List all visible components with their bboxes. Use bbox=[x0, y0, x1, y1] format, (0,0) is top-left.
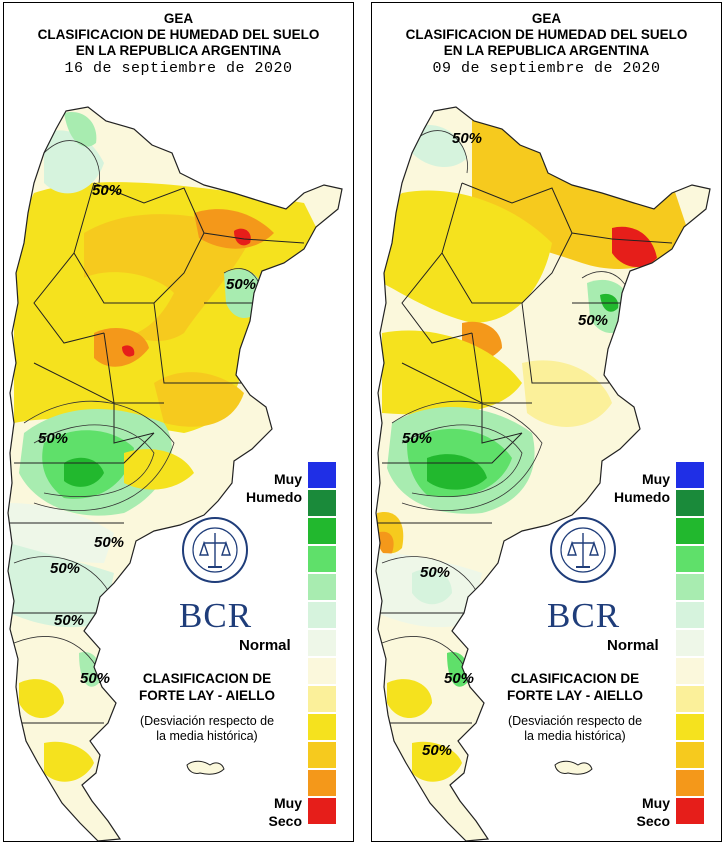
contour-label: 50% bbox=[422, 742, 452, 759]
legend-swatch bbox=[308, 714, 336, 740]
argentina-soil-moisture-map: 50% 50% 50% 50% 50% 50% bbox=[375, 106, 711, 841]
contour-label: 50% bbox=[54, 612, 84, 629]
map-panel-2020-09-16: GEA CLASIFICACION DE HUMEDAD DEL SUELO E… bbox=[3, 2, 354, 842]
legend-swatch bbox=[676, 630, 704, 656]
map-title-org: GEA bbox=[163, 11, 194, 26]
map-subtitle: EN LA REPUBLICA ARGENTINA bbox=[75, 43, 282, 58]
legend-swatch bbox=[676, 490, 704, 516]
classification-title: CLASIFICACION DE bbox=[142, 671, 272, 686]
classification-note: (Desviación respecto de bbox=[139, 714, 275, 728]
classification-note: (Desviación respecto de bbox=[507, 714, 643, 728]
malvinas-islands bbox=[554, 760, 593, 775]
map-title: CLASIFICACION DE HUMEDAD DEL SUELO bbox=[37, 27, 320, 42]
bcr-logo-text: BCR bbox=[547, 596, 621, 635]
contour-label: 50% bbox=[578, 312, 608, 329]
contour-label: 50% bbox=[226, 276, 256, 293]
legend-swatch bbox=[308, 518, 336, 544]
map-title: CLASIFICACION DE HUMEDAD DEL SUELO bbox=[405, 27, 688, 42]
bcr-seal-logo bbox=[548, 515, 618, 590]
map-title-org: GEA bbox=[531, 11, 562, 26]
bcr-seal-logo bbox=[180, 515, 250, 590]
legend-swatch bbox=[308, 574, 336, 600]
contour-label: 50% bbox=[444, 670, 474, 687]
legend-swatch bbox=[676, 798, 704, 824]
classification-note: la media histórica) bbox=[156, 729, 258, 743]
legend-swatch bbox=[308, 546, 336, 572]
legend-swatch bbox=[676, 602, 704, 628]
contour-label: 50% bbox=[94, 534, 124, 551]
legend-swatch bbox=[676, 546, 704, 572]
bcr-logo-text: BCR bbox=[179, 596, 253, 635]
legend-swatch bbox=[308, 490, 336, 516]
contour-label: 50% bbox=[80, 670, 110, 687]
legend-label-dry: Seco bbox=[636, 813, 670, 829]
classification-title: CLASIFICACION DE bbox=[510, 671, 640, 686]
country-outline bbox=[7, 106, 343, 841]
legend-label-very-dry: Muy bbox=[642, 795, 670, 811]
legend-swatch bbox=[308, 630, 336, 656]
legend-swatch bbox=[308, 742, 336, 768]
map-panel-2020-09-09: GEA CLASIFICACION DE HUMEDAD DEL SUELO E… bbox=[371, 2, 722, 842]
legend-swatch bbox=[308, 686, 336, 712]
legend-swatch bbox=[308, 462, 336, 488]
contour-label: 50% bbox=[50, 560, 80, 577]
legend-swatch bbox=[676, 742, 704, 768]
legend-swatch bbox=[676, 574, 704, 600]
legend-swatch bbox=[676, 658, 704, 684]
legend-label-normal: Normal bbox=[607, 637, 659, 654]
map-date: 09 de septiembre de 2020 bbox=[432, 60, 661, 77]
argentina-soil-moisture-map: 50% 50% 50% 50% 50% 50% 50% bbox=[7, 106, 343, 841]
classification-method: FORTE LAY - AIELLO bbox=[138, 688, 275, 703]
legend-label-very-wet: Muy bbox=[274, 471, 302, 487]
contour-label: 50% bbox=[92, 182, 122, 199]
legend-swatch bbox=[676, 462, 704, 488]
legend-label-normal: Normal bbox=[239, 637, 291, 654]
legend-swatch bbox=[308, 602, 336, 628]
map-date: 16 de septiembre de 2020 bbox=[64, 60, 293, 77]
legend-swatch bbox=[308, 658, 336, 684]
contour-label: 50% bbox=[38, 430, 68, 447]
classification-note: la media histórica) bbox=[524, 729, 626, 743]
legend-label-wet: Humedo bbox=[246, 489, 302, 505]
contour-label: 50% bbox=[402, 430, 432, 447]
legend-label-dry: Seco bbox=[268, 813, 302, 829]
country-outline bbox=[375, 106, 711, 841]
legend-swatch bbox=[676, 518, 704, 544]
legend-swatch bbox=[308, 798, 336, 824]
legend-label-wet: Humedo bbox=[614, 489, 670, 505]
legend-swatch bbox=[676, 714, 704, 740]
legend-swatch bbox=[308, 770, 336, 796]
map-subtitle: EN LA REPUBLICA ARGENTINA bbox=[443, 43, 650, 58]
malvinas-islands bbox=[186, 760, 225, 775]
contour-label: 50% bbox=[452, 130, 482, 147]
contour-label: 50% bbox=[420, 564, 450, 581]
classification-method: FORTE LAY - AIELLO bbox=[506, 688, 643, 703]
legend-label-very-wet: Muy bbox=[642, 471, 670, 487]
legend-swatch bbox=[676, 770, 704, 796]
legend-swatch bbox=[676, 686, 704, 712]
legend-label-very-dry: Muy bbox=[274, 795, 302, 811]
